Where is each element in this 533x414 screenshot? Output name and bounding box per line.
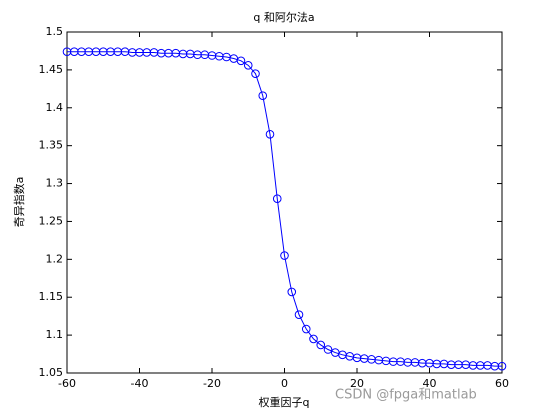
y-tick-label: 1.4	[46, 101, 64, 114]
data-marker	[316, 340, 326, 350]
data-marker	[251, 69, 260, 78]
x-tick-label: 60	[495, 377, 509, 390]
data-marker	[301, 324, 311, 334]
axes-box	[66, 31, 503, 374]
data-marker	[287, 287, 297, 297]
y-tick-label: 1.3	[46, 177, 64, 190]
y-tick-label: 1.25	[39, 214, 64, 227]
y-tick-label: 1.1	[46, 328, 64, 341]
data-marker	[265, 130, 275, 139]
watermark: CSDN @fpga和matlab	[335, 388, 477, 403]
data-marker	[497, 361, 507, 371]
data-marker	[272, 194, 282, 204]
x-tick-label: 40	[423, 377, 437, 390]
y-tick-label: 1.05	[39, 366, 64, 379]
data-marker	[280, 251, 289, 260]
y-tick-label: 1.5	[46, 25, 64, 38]
y-tick-label: 1.45	[39, 63, 64, 76]
x-tick-label: 20	[350, 377, 364, 390]
data-marker	[323, 345, 333, 354]
chart-title: q 和阿尔法a	[253, 10, 314, 24]
y-tick-label: 1.15	[39, 290, 64, 303]
y-tick-label: 1.35	[39, 139, 64, 152]
y-axis-label: 奇异指数a	[12, 177, 26, 228]
data-marker	[294, 310, 304, 319]
data-marker	[309, 334, 318, 344]
data-marker	[258, 91, 268, 100]
data-marker	[243, 61, 253, 70]
data-line	[67, 51, 502, 367]
x-tick-label: -60	[58, 377, 76, 390]
x-tick-label: -40	[131, 377, 149, 390]
x-tick-label: -20	[203, 377, 221, 390]
x-tick-label: 0	[281, 377, 288, 390]
x-axis-label: 权重因子q	[259, 395, 310, 409]
data-marker	[236, 56, 246, 66]
y-tick-label: 1.2	[46, 252, 64, 265]
